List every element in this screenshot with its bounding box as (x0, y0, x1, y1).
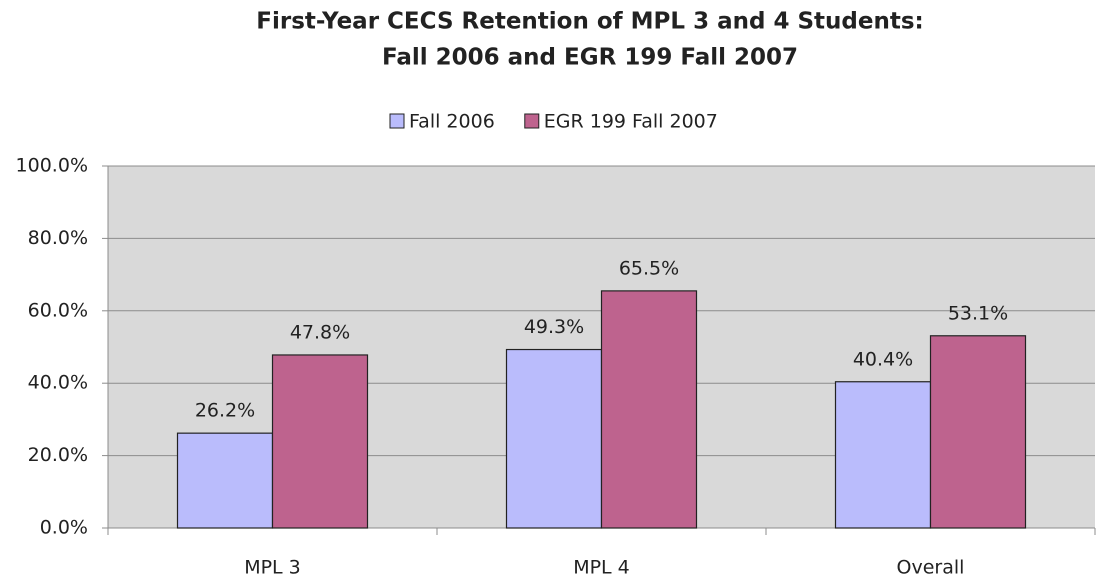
y-tick-label: 100.0% (16, 155, 88, 177)
value-label: 47.8% (290, 321, 350, 343)
bar (176, 432, 274, 529)
value-label: 65.5% (619, 257, 679, 279)
y-tick-label: 40.0% (28, 372, 88, 394)
chart-title: First-Year CECS Retention of MPL 3 and 4… (256, 9, 923, 35)
x-tick-label: Overall (897, 557, 965, 579)
chart-title: Fall 2006 and EGR 199 Fall 2007 (382, 45, 798, 71)
legend-swatch (389, 113, 405, 129)
y-tick-label: 0.0% (40, 517, 88, 539)
bar (600, 290, 698, 529)
value-label: 53.1% (948, 302, 1008, 324)
x-tick-label: MPL 3 (244, 557, 301, 579)
legend-label: Fall 2006 (409, 111, 495, 133)
legend-label: EGR 199 Fall 2007 (544, 111, 718, 133)
value-label: 49.3% (524, 316, 584, 338)
value-label: 40.4% (853, 348, 913, 370)
bar (271, 354, 369, 529)
bar (505, 348, 603, 529)
x-tick-label: MPL 4 (573, 557, 630, 579)
bar (929, 335, 1027, 529)
y-tick-label: 60.0% (28, 299, 88, 321)
y-tick-label: 20.0% (28, 444, 88, 466)
y-tick-label: 80.0% (28, 227, 88, 249)
bar (834, 381, 932, 529)
value-label: 26.2% (195, 400, 255, 422)
legend-swatch (524, 113, 540, 129)
